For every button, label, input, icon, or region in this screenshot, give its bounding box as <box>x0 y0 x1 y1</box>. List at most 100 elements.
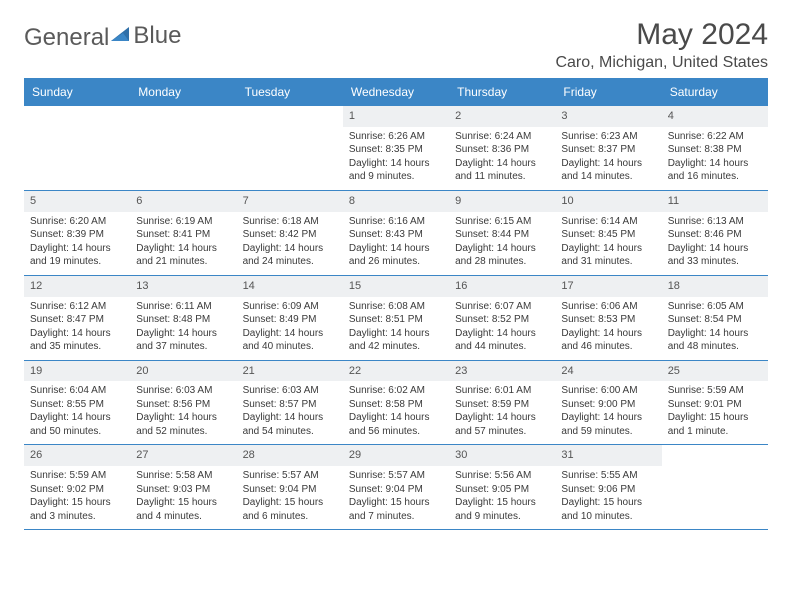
sunset-text: Sunset: 8:36 PM <box>455 144 529 155</box>
day-header-thursday: Thursday <box>449 78 555 106</box>
week-row: 26 Sunrise: 5:59 AM Sunset: 9:02 PM Dayligh… <box>24 445 768 530</box>
sunrise-text: Sunrise: 6:14 AM <box>561 216 637 227</box>
day-number: 29 <box>343 445 449 466</box>
sunset-text: Sunset: 8:48 PM <box>136 314 210 325</box>
sunrise-text: Sunrise: 6:00 AM <box>561 385 637 396</box>
sunset-text: Sunset: 8:43 PM <box>349 229 423 240</box>
daylight-text: Daylight: 14 hours and 46 minutes. <box>561 328 642 353</box>
day-header-sunday: Sunday <box>24 78 130 106</box>
sunrise-text: Sunrise: 6:09 AM <box>243 301 319 312</box>
day-cell: 15Sunrise: 6:08 AMSunset: 8:51 PMDayligh… <box>343 276 449 360</box>
sunset-text: Sunset: 8:57 PM <box>243 399 317 410</box>
day-number: 25 <box>662 361 768 382</box>
daylight-text: Daylight: 15 hours and 7 minutes. <box>349 497 430 522</box>
title-block: May 2024 Caro, Michigan, United States <box>555 18 768 72</box>
day-number: 20 <box>130 361 236 382</box>
daylight-text: Daylight: 15 hours and 1 minute. <box>668 412 749 437</box>
sunrise-text: Sunrise: 5:56 AM <box>455 470 531 481</box>
day-cell: 24Sunrise: 6:00 AMSunset: 9:00 PMDayligh… <box>555 361 661 445</box>
day-cell: 18Sunrise: 6:05 AMSunset: 8:54 PMDayligh… <box>662 276 768 360</box>
sunset-text: Sunset: 8:54 PM <box>668 314 742 325</box>
day-content: Sunrise: 6:16 AMSunset: 8:43 PMDaylight:… <box>343 212 449 275</box>
sunset-text: Sunset: 8:35 PM <box>349 144 423 155</box>
daylight-text: Daylight: 14 hours and 59 minutes. <box>561 412 642 437</box>
day-cell: 10Sunrise: 6:14 AMSunset: 8:45 PMDayligh… <box>555 191 661 275</box>
day-content: Sunrise: 6:00 AMSunset: 9:00 PMDaylight:… <box>555 381 661 444</box>
day-cell: 14Sunrise: 6:09 AMSunset: 8:49 PMDayligh… <box>237 276 343 360</box>
day-header-saturday: Saturday <box>662 78 768 106</box>
day-cell: 4Sunrise: 6:22 AMSunset: 8:38 PMDaylight… <box>662 106 768 190</box>
day-cell: 20Sunrise: 6:03 AMSunset: 8:56 PMDayligh… <box>130 361 236 445</box>
day-cell: 2Sunrise: 6:24 AMSunset: 8:36 PMDaylight… <box>449 106 555 190</box>
day-cell: 28Sunrise: 5:57 AMSunset: 9:04 PMDayligh… <box>237 445 343 529</box>
daylight-text: Daylight: 14 hours and 14 minutes. <box>561 158 642 183</box>
day-number: 11 <box>662 191 768 212</box>
sunrise-text: Sunrise: 6:05 AM <box>668 301 744 312</box>
daylight-text: Daylight: 14 hours and 37 minutes. <box>136 328 217 353</box>
daylight-text: Daylight: 14 hours and 16 minutes. <box>668 158 749 183</box>
day-cell <box>237 106 343 190</box>
day-cell: 8Sunrise: 6:16 AMSunset: 8:43 PMDaylight… <box>343 191 449 275</box>
daylight-text: Daylight: 14 hours and 35 minutes. <box>30 328 111 353</box>
sunset-text: Sunset: 8:42 PM <box>243 229 317 240</box>
sunrise-text: Sunrise: 6:08 AM <box>349 301 425 312</box>
week-row: 5Sunrise: 6:20 AMSunset: 8:39 PMDaylight… <box>24 191 768 276</box>
sunrise-text: Sunrise: 6:20 AM <box>30 216 106 227</box>
daylight-text: Daylight: 14 hours and 52 minutes. <box>136 412 217 437</box>
day-cell: 17Sunrise: 6:06 AMSunset: 8:53 PMDayligh… <box>555 276 661 360</box>
sunset-text: Sunset: 9:02 PM <box>30 484 104 495</box>
day-cell: 6Sunrise: 6:19 AMSunset: 8:41 PMDaylight… <box>130 191 236 275</box>
logo-icon <box>111 24 133 52</box>
sunset-text: Sunset: 8:51 PM <box>349 314 423 325</box>
day-cell: 9Sunrise: 6:15 AMSunset: 8:44 PMDaylight… <box>449 191 555 275</box>
sunset-text: Sunset: 8:47 PM <box>30 314 104 325</box>
daylight-text: Daylight: 14 hours and 24 minutes. <box>243 243 324 268</box>
daylight-text: Daylight: 14 hours and 9 minutes. <box>349 158 430 183</box>
day-content: Sunrise: 6:24 AMSunset: 8:36 PMDaylight:… <box>449 127 555 190</box>
day-content: Sunrise: 6:13 AMSunset: 8:46 PMDaylight:… <box>662 212 768 275</box>
day-number: 2 <box>449 106 555 127</box>
day-number: 24 <box>555 361 661 382</box>
day-number: 13 <box>130 276 236 297</box>
day-number: 30 <box>449 445 555 466</box>
daylight-text: Daylight: 14 hours and 26 minutes. <box>349 243 430 268</box>
day-number: 7 <box>237 191 343 212</box>
day-content: Sunrise: 5:59 AMSunset: 9:01 PMDaylight:… <box>662 381 768 444</box>
day-header-friday: Friday <box>555 78 661 106</box>
day-number: 18 <box>662 276 768 297</box>
day-cell: 7Sunrise: 6:18 AMSunset: 8:42 PMDaylight… <box>237 191 343 275</box>
header: General Blue May 2024 Caro, Michigan, Un… <box>24 18 768 72</box>
day-content: Sunrise: 5:56 AMSunset: 9:05 PMDaylight:… <box>449 466 555 529</box>
day-number: 6 <box>130 191 236 212</box>
day-content: Sunrise: 6:11 AMSunset: 8:48 PMDaylight:… <box>130 297 236 360</box>
logo-text-2: Blue <box>133 22 181 50</box>
day-content: Sunrise: 6:18 AMSunset: 8:42 PMDaylight:… <box>237 212 343 275</box>
sunrise-text: Sunrise: 5:59 AM <box>30 470 106 481</box>
day-cell: 23Sunrise: 6:01 AMSunset: 8:59 PMDayligh… <box>449 361 555 445</box>
day-number: 17 <box>555 276 661 297</box>
sunset-text: Sunset: 8:55 PM <box>30 399 104 410</box>
day-content: Sunrise: 6:20 AMSunset: 8:39 PMDaylight:… <box>24 212 130 275</box>
sunrise-text: Sunrise: 6:12 AM <box>30 301 106 312</box>
daylight-text: Daylight: 14 hours and 50 minutes. <box>30 412 111 437</box>
sunrise-text: Sunrise: 5:59 AM <box>668 385 744 396</box>
day-cell <box>130 106 236 190</box>
sunset-text: Sunset: 9:05 PM <box>455 484 529 495</box>
day-cell: 26 Sunrise: 5:59 AM Sunset: 9:02 PM Dayligh… <box>24 445 130 529</box>
day-number: 9 <box>449 191 555 212</box>
day-number: 31 <box>555 445 661 466</box>
sunset-text: Sunset: 8:41 PM <box>136 229 210 240</box>
daylight-text: Daylight: 15 hours and 10 minutes. <box>561 497 642 522</box>
sunset-text: Sunset: 8:53 PM <box>561 314 635 325</box>
day-number: 14 <box>237 276 343 297</box>
sunset-text: Sunset: 8:58 PM <box>349 399 423 410</box>
sunrise-text: Sunrise: 6:13 AM <box>668 216 744 227</box>
day-cell: 31Sunrise: 5:55 AMSunset: 9:06 PMDayligh… <box>555 445 661 529</box>
daylight-text: Daylight: 14 hours and 33 minutes. <box>668 243 749 268</box>
daylight-text: Daylight: 15 hours and 3 minutes. <box>30 497 111 522</box>
day-content: Sunrise: 5:58 AMSunset: 9:03 PMDaylight:… <box>130 466 236 529</box>
sunrise-text: Sunrise: 6:04 AM <box>30 385 106 396</box>
day-content: Sunrise: 6:08 AMSunset: 8:51 PMDaylight:… <box>343 297 449 360</box>
day-number: 26 <box>24 445 130 466</box>
day-content: Sunrise: 6:26 AMSunset: 8:35 PMDaylight:… <box>343 127 449 190</box>
